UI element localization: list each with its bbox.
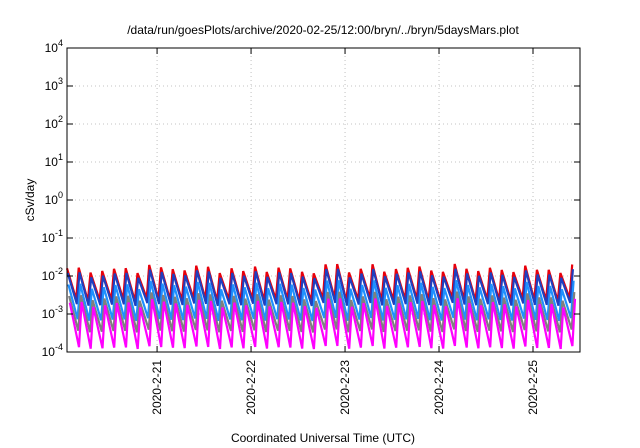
y-axis-label: cSv/day [23,179,37,222]
series-line [68,298,577,350]
y-tick-label: 10-2 [42,266,63,283]
y-tick-label: 104 [45,38,63,55]
chart-title: /data/run/goesPlots/archive/2020-02-25/1… [127,23,519,37]
series-lines [65,263,577,350]
series-line [68,291,576,333]
series-line [66,268,574,307]
x-tick-label: 2020-2-25 [526,360,540,415]
series-line [67,279,575,322]
y-tick-label: 100 [45,190,63,207]
x-axis: 2020-2-21 2020-2-22 2020-2-23 2020-2-24 2020… [150,48,540,415]
x-tick-label: 2020-2-21 [150,360,164,415]
y-tick-label: 10-1 [42,228,63,245]
x-tick-label: 2020-2-23 [338,360,352,415]
x-tick-label: 2020-2-22 [244,360,258,415]
y-tick-label: 103 [45,76,63,93]
x-tick-label: 2020-2-24 [432,360,446,415]
x-axis-label: Coordinated Universal Time (UTC) [231,431,415,445]
y-tick-label: 101 [45,152,63,169]
y-tick-label: 10-4 [42,342,63,359]
y-tick-label: 10-3 [42,304,63,321]
y-tick-label: 102 [45,114,63,131]
